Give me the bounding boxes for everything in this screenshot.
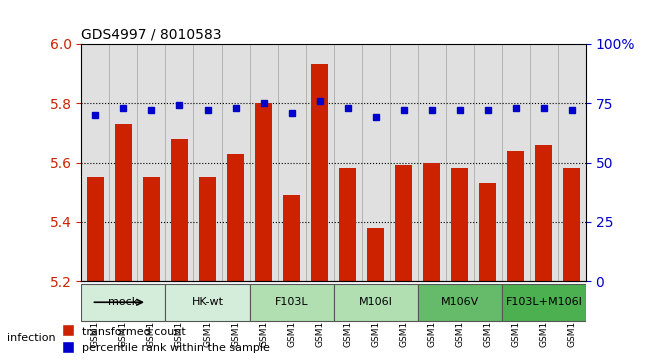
Bar xyxy=(277,44,305,281)
FancyBboxPatch shape xyxy=(81,284,165,321)
Text: M106I: M106I xyxy=(359,297,393,307)
Bar xyxy=(249,44,277,281)
Bar xyxy=(395,166,412,363)
Bar xyxy=(451,168,468,363)
Bar xyxy=(367,228,384,363)
Bar xyxy=(333,44,362,281)
Bar xyxy=(558,44,586,281)
Bar xyxy=(339,168,356,363)
Bar xyxy=(305,44,333,281)
Bar xyxy=(362,44,390,281)
Bar xyxy=(255,103,272,363)
Bar xyxy=(474,44,502,281)
Legend: transformed count, percentile rank within the sample: transformed count, percentile rank withi… xyxy=(58,322,275,358)
Bar xyxy=(109,44,137,281)
Text: F103L+M106I: F103L+M106I xyxy=(505,297,582,307)
Bar xyxy=(502,44,530,281)
Bar xyxy=(137,44,165,281)
Text: GDS4997 / 8010583: GDS4997 / 8010583 xyxy=(81,27,222,41)
Bar xyxy=(507,151,524,363)
Bar xyxy=(530,44,558,281)
Bar xyxy=(227,154,244,363)
Bar xyxy=(535,145,552,363)
Bar xyxy=(143,178,160,363)
Bar xyxy=(564,168,580,363)
FancyBboxPatch shape xyxy=(333,284,418,321)
Bar xyxy=(390,44,418,281)
Bar xyxy=(283,195,300,363)
FancyBboxPatch shape xyxy=(502,284,586,321)
Text: M106V: M106V xyxy=(441,297,479,307)
Bar xyxy=(87,178,104,363)
Bar xyxy=(221,44,249,281)
Bar xyxy=(423,163,440,363)
FancyBboxPatch shape xyxy=(165,284,249,321)
Bar xyxy=(311,64,328,363)
Text: HK-wt: HK-wt xyxy=(191,297,223,307)
Text: mock: mock xyxy=(108,297,139,307)
Bar xyxy=(171,139,188,363)
FancyBboxPatch shape xyxy=(418,284,502,321)
Bar xyxy=(81,44,109,281)
Bar xyxy=(479,183,496,363)
Bar xyxy=(199,178,216,363)
Text: F103L: F103L xyxy=(275,297,309,307)
Bar xyxy=(193,44,221,281)
Bar xyxy=(115,124,132,363)
Bar xyxy=(418,44,446,281)
Text: infection: infection xyxy=(7,333,55,343)
Bar xyxy=(165,44,193,281)
Bar xyxy=(446,44,474,281)
FancyBboxPatch shape xyxy=(249,284,333,321)
